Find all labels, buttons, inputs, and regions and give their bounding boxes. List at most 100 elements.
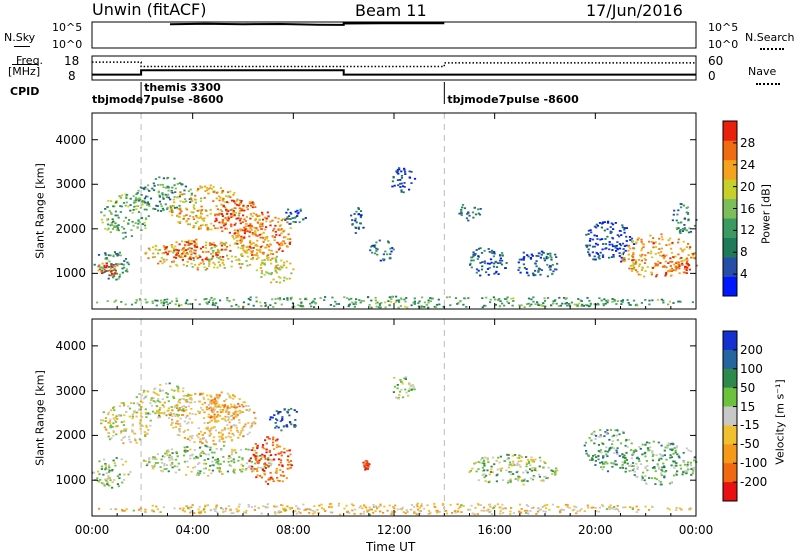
heatmap-cell (266, 506, 269, 509)
heatmap-cell (110, 221, 113, 224)
heatmap-cell (197, 228, 201, 230)
heatmap-cell (686, 266, 689, 269)
heatmap-cell (298, 221, 301, 224)
heatmap-cell (275, 260, 278, 263)
heatmap-cell (664, 470, 667, 473)
heatmap-cell (102, 271, 105, 274)
heatmap-cell (532, 506, 535, 509)
heatmap-cell (503, 460, 507, 462)
heatmap-cell (198, 505, 201, 508)
heatmap-cell (493, 262, 496, 265)
heatmap-cell (154, 244, 157, 247)
heatmap-cell (281, 266, 284, 269)
heatmap-cell (211, 460, 214, 463)
heatmap-cell (271, 478, 274, 480)
heatmap-cell (221, 433, 224, 436)
heatmap-cell (189, 258, 192, 261)
heatmap-cell (203, 467, 206, 470)
heatmap-cell (175, 300, 178, 303)
heatmap-cell (677, 455, 680, 458)
heatmap-cell (491, 456, 495, 459)
heatmap-cell (357, 208, 360, 210)
heatmap-cell (596, 302, 599, 305)
heatmap-cell (151, 466, 154, 469)
heatmap-cell (159, 203, 162, 205)
heatmap-cell (626, 299, 629, 301)
heatmap-cell (278, 480, 281, 482)
heatmap-cell (281, 218, 285, 220)
heatmap-cell (271, 219, 274, 222)
heatmap-cell (503, 304, 506, 307)
heatmap-cell (247, 229, 250, 232)
heatmap-cell (403, 377, 406, 380)
heatmap-cell (523, 256, 526, 258)
heatmap-cell (607, 299, 610, 302)
heatmap-cell (276, 264, 279, 267)
heatmap-cell (594, 464, 597, 466)
heatmap-cell (616, 234, 619, 236)
heatmap-cell (668, 508, 671, 511)
heatmap-cell (120, 197, 123, 200)
heatmap-cell (611, 443, 614, 446)
heatmap-cell (362, 300, 365, 302)
heatmap-cell (568, 507, 571, 509)
heatmap-cell (202, 396, 205, 399)
heatmap-cell (256, 245, 259, 247)
heatmap-cell (152, 467, 155, 470)
heatmap-cell (159, 406, 162, 409)
heatmap-cell (104, 463, 107, 465)
heatmap-cell (144, 186, 147, 189)
heatmap-cell (399, 508, 402, 510)
heatmap-cell (637, 273, 640, 276)
heatmap-cell (501, 503, 504, 506)
heatmap-cell (229, 456, 232, 459)
heatmap-cell (151, 187, 154, 190)
heatmap-cell (610, 256, 614, 258)
heatmap-cell (192, 259, 195, 262)
heatmap-cell (242, 247, 245, 249)
heatmap-cell (162, 506, 165, 509)
heatmap-cell (693, 459, 696, 462)
heatmap-cell (222, 456, 225, 458)
heatmap-cell (551, 470, 554, 473)
heatmap-cell (259, 301, 262, 304)
heatmap-cell (212, 299, 215, 302)
heatmap-cell (257, 466, 260, 469)
heatmap-cell (152, 391, 155, 394)
heatmap-cell (673, 263, 676, 266)
freq-left-tick-top: 18 (64, 54, 80, 68)
heatmap-cell (200, 197, 203, 200)
heatmap-cell (630, 464, 633, 467)
heatmap-cell (224, 206, 227, 209)
heatmap-cell (191, 421, 194, 424)
heatmap-cell (203, 197, 206, 199)
heatmap-cell (460, 214, 463, 217)
heatmap-cell (174, 245, 177, 248)
heatmap-cell (384, 306, 387, 309)
heatmap-cell (300, 302, 303, 305)
heatmap-cell (278, 234, 281, 237)
heatmap-cell (175, 451, 178, 453)
heatmap-cell (359, 301, 362, 304)
heatmap-cell (160, 205, 163, 208)
heatmap-cell (204, 258, 207, 260)
heatmap-cell (377, 505, 380, 508)
heatmap-cell (437, 298, 440, 301)
heatmap-cell (179, 417, 182, 420)
heatmap-cell (189, 448, 192, 451)
heatmap-cell (659, 254, 662, 257)
heatmap-cell (187, 429, 190, 431)
heatmap-cell (282, 236, 286, 239)
heatmap-cell (546, 297, 550, 299)
heatmap-cell (529, 258, 533, 260)
heatmap-cell (138, 438, 141, 441)
heatmap-cell (108, 274, 111, 277)
heatmap-cell (198, 412, 201, 414)
heatmap-cell (290, 272, 293, 275)
heatmap-cell (619, 230, 622, 232)
heatmap-cell (466, 213, 469, 215)
heatmap-cell (227, 417, 231, 419)
heatmap-cell (390, 512, 393, 515)
heatmap-cell (155, 411, 158, 414)
heatmap-cell (660, 469, 663, 471)
